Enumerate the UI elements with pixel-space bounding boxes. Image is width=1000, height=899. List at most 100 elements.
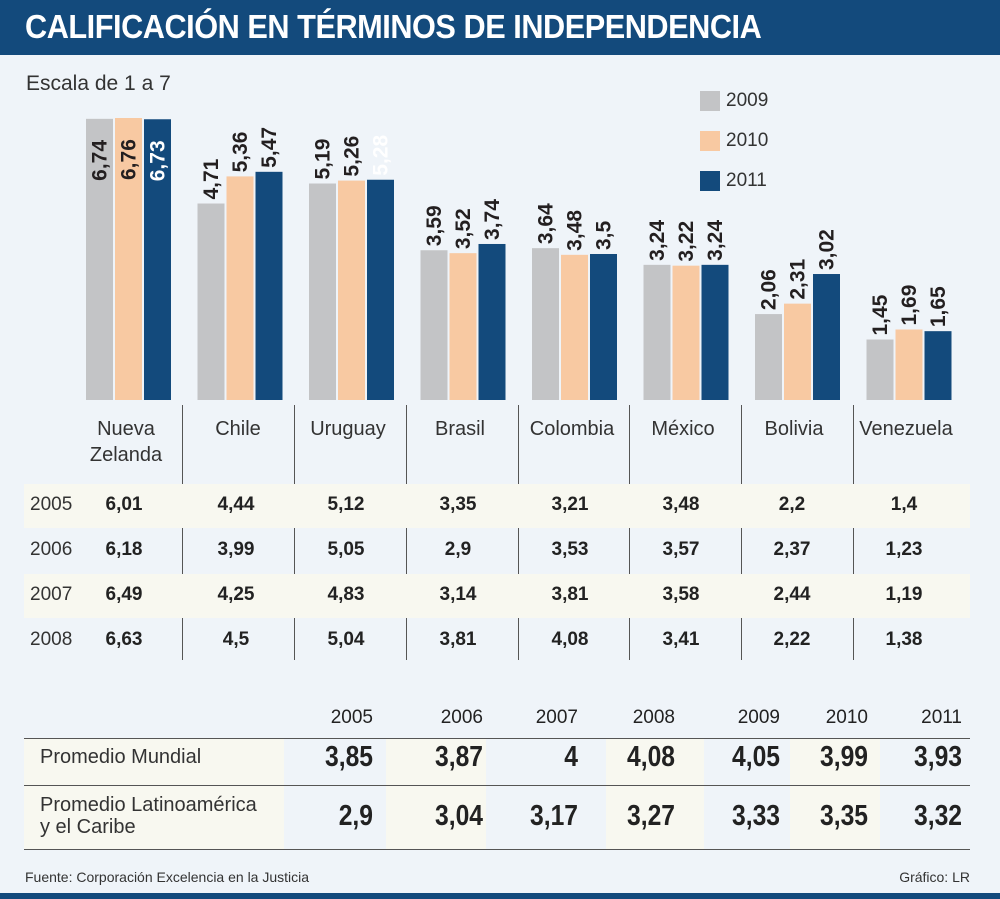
table-cell: 2,37 <box>773 539 811 560</box>
legend-label: 2009 <box>726 90 769 111</box>
table-cell: 4,08 <box>551 629 589 650</box>
country-label: Uruguay <box>310 418 386 440</box>
bar-2011-venezuela <box>924 331 952 400</box>
column-header-year: 2005 <box>330 707 373 728</box>
table-cell: 6,18 <box>105 539 143 560</box>
bar-value-label: 3,24 <box>704 220 727 261</box>
bar-2011-uruguay <box>367 179 394 400</box>
legend-item-2011: 2011 <box>700 170 767 192</box>
bar-2011-chile <box>255 171 283 400</box>
table-cell: 3,35 <box>439 494 477 515</box>
bar-2010-méxico <box>672 265 700 400</box>
table-cell: 5,04 <box>327 629 365 650</box>
table-cell: 2,22 <box>773 629 811 650</box>
bar-value-label: 3,48 <box>564 210 587 251</box>
average-value: 3,17 <box>530 800 578 832</box>
column-divider <box>294 405 295 660</box>
graphic-credit: Gráfico: LR <box>899 869 970 885</box>
average-value: 2,9 <box>338 800 373 832</box>
bar-2010-brasil <box>449 253 477 400</box>
title-banner: CALIFICACIÓN EN TÉRMINOS DE INDEPENDENCI… <box>0 0 1000 55</box>
legend-label: 2011 <box>726 170 767 191</box>
column-divider <box>853 405 854 660</box>
average-row-label: Promedio Latinoamérica y el Caribe <box>40 794 257 838</box>
average-row-label: Promedio Mundial <box>40 746 202 768</box>
footer-bar <box>0 893 1000 899</box>
table-cell: 2,2 <box>778 494 806 515</box>
bar-2011-bolivia <box>813 274 840 400</box>
column-shade <box>790 739 880 849</box>
row-year: 2007 <box>30 584 73 605</box>
bar-2010-nueva-zelanda <box>115 118 142 400</box>
column-header-year: 2010 <box>825 707 868 728</box>
bar-2010-bolivia <box>784 303 811 400</box>
table-cell: 1,19 <box>885 584 923 605</box>
bar-2011-méxico <box>701 264 729 400</box>
legend-swatch <box>700 171 720 191</box>
bar-value-label: 3,64 <box>535 203 558 244</box>
row-year: 2005 <box>30 494 73 515</box>
table-cell: 2,44 <box>773 584 811 605</box>
chart-title: CALIFICACIÓN EN TÉRMINOS DE INDEPENDENCI… <box>25 8 762 45</box>
column-divider <box>406 405 407 660</box>
source-note: Fuente: Corporación Excelencia en la Jus… <box>25 869 310 885</box>
column-divider <box>518 405 519 660</box>
bar-2009-chile <box>197 203 225 400</box>
average-value: 3,87 <box>435 741 483 773</box>
row-year: 2008 <box>30 629 73 650</box>
table-cell: 3,53 <box>551 539 589 560</box>
country-label: México <box>651 418 715 440</box>
bar-value-label: 5,26 <box>341 136 364 177</box>
row-rule <box>24 738 970 739</box>
table-cell: 3,81 <box>551 584 589 605</box>
country-label: Brasil <box>434 418 485 440</box>
column-divider <box>741 405 742 660</box>
legend-swatch <box>700 91 720 111</box>
table-row: 2008 6,63 4,5 5,04 3,81 4,08 3,41 2,22 1,38 <box>24 619 970 663</box>
average-value: 3,32 <box>914 800 962 832</box>
country-label: Nueva Zelanda <box>89 418 163 466</box>
bar-2010-venezuela <box>895 329 923 400</box>
average-value: 3,33 <box>732 800 780 832</box>
bar-2009-méxico <box>643 264 671 400</box>
table-cell: 3,57 <box>662 539 700 560</box>
bar-2011-nueva-zelanda <box>144 119 171 401</box>
table-cell: 3,14 <box>439 584 477 605</box>
bar-2009-colombia <box>532 248 559 400</box>
bar-value-label: 3,74 <box>481 199 504 240</box>
column-divider <box>182 405 183 660</box>
table-row: 2006 6,18 3,99 5,05 2,9 3,53 3,57 2,37 1,23 <box>24 529 970 573</box>
average-value: 3,85 <box>325 741 373 773</box>
bar-value-label: 3,52 <box>452 208 475 249</box>
bar-value-label: 2,31 <box>787 258 810 299</box>
bar-value-label: 6,76 <box>118 139 141 180</box>
column-header-year: 2011 <box>921 707 962 728</box>
average-value: 4 <box>564 741 578 773</box>
bar-value-label: 5,47 <box>258 127 281 168</box>
bar-value-label: 4,71 <box>200 158 223 199</box>
bar-value-label: 6,73 <box>147 140 170 181</box>
bar-chart: 6,74 4,71 5,19 3,59 3,64 3,24 2,06 1,45 6,76 5,36… <box>86 118 952 401</box>
table-cell: 2,9 <box>444 539 472 560</box>
bar-2011-colombia <box>590 253 617 400</box>
table-cell: 4,5 <box>222 629 250 650</box>
bar-2009-bolivia <box>755 314 782 400</box>
table-cell: 3,48 <box>662 494 700 515</box>
country-label: Bolivia <box>764 418 824 440</box>
bar-value-label: 5,28 <box>370 135 393 176</box>
table-cell: 6,49 <box>105 584 143 605</box>
table-row: 2005 6,01 4,44 5,12 3,35 3,21 3,48 2,2 1,4 <box>24 484 970 528</box>
bar-value-label: 3,24 <box>646 220 669 261</box>
country-label: Venezuela <box>859 418 953 440</box>
column-divider <box>629 405 630 660</box>
bar-value-label: 5,36 <box>229 132 252 173</box>
bar-2009-brasil <box>420 250 448 400</box>
bar-value-label: 3,59 <box>423 205 446 246</box>
table-cell: 4,44 <box>217 494 255 515</box>
table-cell: 1,23 <box>885 539 923 560</box>
average-value: 3,04 <box>435 800 483 832</box>
table-cell: 3,21 <box>551 494 589 515</box>
legend-swatch <box>700 131 720 151</box>
average-value: 4,08 <box>627 741 675 773</box>
table-cell: 1,4 <box>890 494 918 515</box>
